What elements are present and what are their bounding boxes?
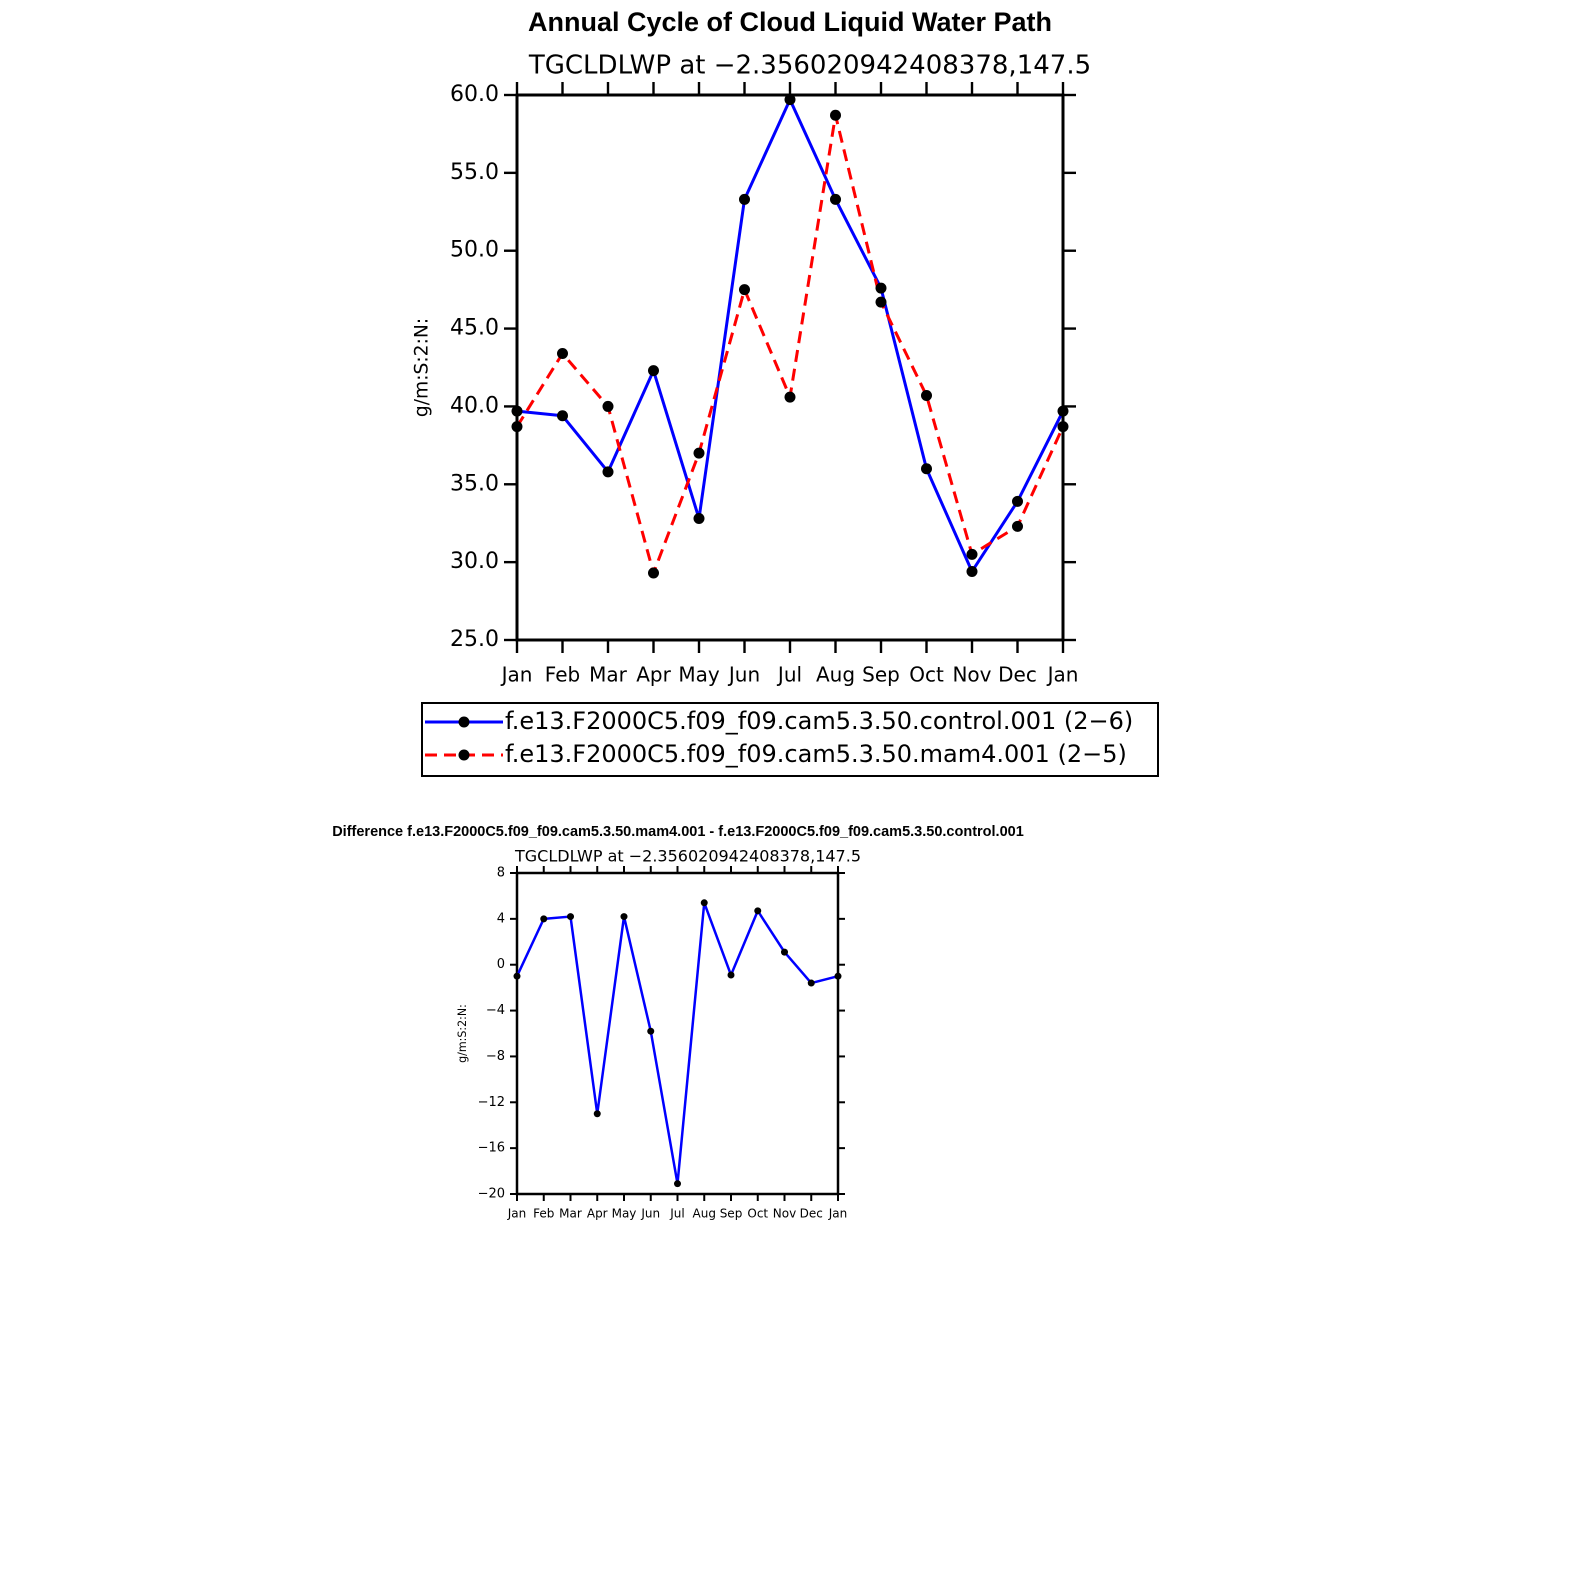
y-tick-label: 35.0 <box>450 471 499 496</box>
x-tick-label: Jan <box>500 663 533 687</box>
y-tick-label: −12 <box>478 1095 505 1110</box>
y-tick-label: 60.0 <box>450 82 499 107</box>
x-tick-label: May <box>612 1207 637 1221</box>
data-point <box>739 193 750 205</box>
x-tick-label: Dec <box>998 663 1037 687</box>
legend-marker <box>458 716 470 728</box>
chart-title: Difference f.e13.F2000C5.f09_f09.cam5.3.… <box>332 824 1024 840</box>
data-point <box>557 410 568 422</box>
data-point <box>727 971 735 979</box>
y-tick-label: −16 <box>478 1141 505 1156</box>
data-point <box>567 913 574 921</box>
data-point <box>693 447 705 459</box>
y-tick-label: 45.0 <box>450 316 499 341</box>
x-tick-label: Nov <box>773 1207 796 1221</box>
y-tick-label: 55.0 <box>450 160 499 185</box>
data-point <box>620 913 628 921</box>
series-line <box>515 113 1065 575</box>
y-tick-label: 30.0 <box>450 549 499 574</box>
data-point <box>540 915 548 923</box>
y-axis-label: g/m:S:2:N: <box>456 1004 469 1063</box>
data-point <box>807 979 815 987</box>
y-tick-label: 0 <box>497 957 505 972</box>
data-point <box>834 972 842 980</box>
x-tick-label: Dec <box>800 1207 823 1221</box>
data-point <box>602 400 614 412</box>
x-tick-label: Aug <box>693 1207 716 1221</box>
x-tick-label: Sep <box>862 663 900 687</box>
data-point <box>830 193 841 205</box>
y-tick-label: 50.0 <box>450 238 499 263</box>
data-point <box>966 565 978 577</box>
x-tick-label: Jun <box>640 1207 660 1221</box>
chart: Difference f.e13.F2000C5.f09_f09.cam5.3.… <box>332 824 1024 1221</box>
y-tick-label: 40.0 <box>450 393 499 418</box>
y-tick-label: 8 <box>497 866 505 881</box>
legend-label: f.e13.F2000C5.f09_f09.cam5.3.50.control.… <box>505 707 1133 735</box>
x-tick-label: Oct <box>747 1207 768 1221</box>
data-point <box>781 948 788 956</box>
data-point <box>1057 421 1069 433</box>
data-point <box>1012 520 1023 532</box>
data-point <box>921 463 932 475</box>
x-tick-label: Mar <box>559 1207 582 1221</box>
x-tick-label: Nov <box>952 663 991 687</box>
data-point <box>648 567 659 579</box>
data-point <box>648 365 659 377</box>
data-point <box>830 109 841 121</box>
data-point <box>784 391 796 403</box>
x-tick-label: Sep <box>720 1207 743 1221</box>
x-tick-label: Apr <box>636 663 671 687</box>
data-point <box>513 972 521 980</box>
x-tick-label: Aug <box>816 663 855 687</box>
legend-label: f.e13.F2000C5.f09_f09.cam5.3.50.mam4.001… <box>505 740 1127 768</box>
x-tick-label: Jun <box>727 663 760 687</box>
chart-subtitle: TGCLDLWP at −2.356020942408378,147.5 <box>528 51 1091 81</box>
x-tick-label: May <box>678 663 720 687</box>
x-tick-label: Jan <box>1046 663 1079 687</box>
data-point <box>921 390 932 402</box>
data-point <box>511 405 523 417</box>
plot-frame <box>515 871 840 1196</box>
legend-box <box>421 702 1159 777</box>
x-tick-label: Mar <box>589 663 628 687</box>
y-tick-label: −20 <box>478 1187 505 1202</box>
y-tick-label: −8 <box>486 1049 505 1064</box>
chart-title: Annual Cycle of Cloud Liquid Water Path <box>528 7 1052 37</box>
data-point <box>875 282 887 294</box>
data-point <box>784 94 796 106</box>
x-tick-label: Feb <box>545 663 580 687</box>
data-point <box>1057 405 1069 417</box>
data-point <box>693 513 705 525</box>
data-point <box>593 1110 601 1118</box>
x-tick-label: Apr <box>587 1207 608 1221</box>
chart-subtitle: TGCLDLWP at −2.356020942408378,147.5 <box>514 847 861 866</box>
data-point <box>700 899 708 907</box>
data-point <box>674 1180 681 1188</box>
chart: Annual Cycle of Cloud Liquid Water Path T… <box>412 7 1159 777</box>
series-line <box>516 98 1065 573</box>
x-tick-label: Jan <box>507 1207 527 1221</box>
data-point <box>1012 495 1023 507</box>
legend-marker <box>458 749 470 761</box>
x-tick-label: Jul <box>776 663 802 687</box>
x-tick-label: Oct <box>909 663 944 687</box>
y-tick-label: 4 <box>497 911 505 926</box>
y-tick-label: −4 <box>486 1003 505 1018</box>
data-point <box>875 296 887 308</box>
data-point <box>739 284 750 296</box>
x-tick-label: Jan <box>828 1207 848 1221</box>
x-tick-label: Feb <box>533 1207 554 1221</box>
data-point <box>647 1027 655 1035</box>
y-axis-label: g/m:S:2:N: <box>412 318 433 417</box>
data-point <box>511 421 523 433</box>
data-point <box>754 907 762 915</box>
data-point <box>602 466 614 478</box>
data-point <box>966 548 978 560</box>
x-tick-label: Jul <box>669 1207 684 1221</box>
y-tick-label: 25.0 <box>450 627 499 652</box>
data-point <box>557 347 568 359</box>
series-line <box>515 901 839 1185</box>
